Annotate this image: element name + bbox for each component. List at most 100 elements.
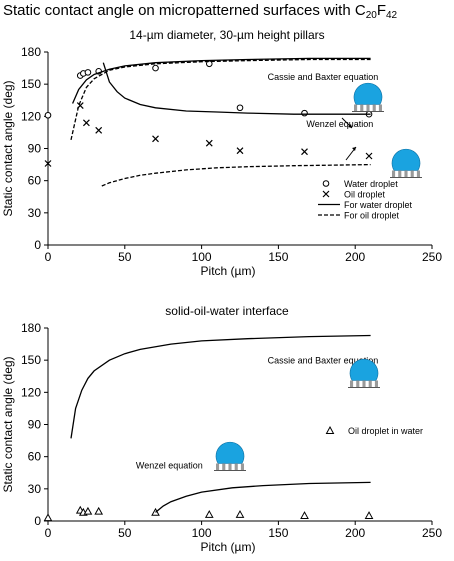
annotation-label: Cassie and Baxter equation — [268, 355, 379, 365]
pillar — [410, 170, 414, 178]
legend-marker — [322, 190, 330, 198]
chart-1-title: 14-µm diameter, 30-µm height pillars — [129, 28, 325, 42]
pillar — [416, 170, 420, 178]
x-tick-label: 100 — [192, 526, 212, 540]
pillar — [234, 463, 238, 471]
series-line-2 — [72, 57, 371, 104]
legend-marker — [325, 425, 335, 434]
pillar — [368, 380, 372, 388]
water-droplet-point — [301, 109, 308, 117]
legend-entry: Water droplet — [344, 179, 398, 189]
oil-in-water-point — [43, 513, 53, 522]
legend-entry: Oil droplet — [344, 190, 386, 200]
y-tick-label: 30 — [28, 206, 42, 220]
y-tick-label: 150 — [21, 353, 41, 367]
y-tick-label: 150 — [21, 77, 41, 91]
pillar — [240, 463, 244, 471]
x-tick-label: 50 — [118, 250, 132, 264]
chart-2: 0 50 100 150 200 250 0 30 60 90 120 150 180 Pitch (µm… — [1, 321, 442, 554]
oil-droplet-point — [152, 135, 159, 143]
y-tick-label: 90 — [28, 418, 42, 432]
pillar — [378, 104, 382, 112]
y-axis-label: Static contact angle (deg) — [1, 356, 15, 492]
oil-droplet-point — [95, 126, 103, 134]
chart-2-title: solid-oil-water interface — [165, 304, 289, 318]
pillar — [354, 104, 358, 112]
series-line-3 — [102, 62, 371, 115]
pillar — [356, 380, 360, 388]
chart-1: 0 50 100 150 200 250 0 30 60 90 120 150 180 Pitch (µm… — [1, 45, 442, 278]
water-droplet-point — [44, 111, 52, 119]
x-tick-label: 0 — [45, 526, 52, 540]
y-tick-label: 90 — [28, 142, 42, 156]
oil-droplet-point — [236, 147, 244, 155]
droplet-illustration — [214, 441, 246, 471]
x-tick-label: 150 — [268, 526, 288, 540]
legend-marker — [322, 180, 330, 187]
y-tick-label: 180 — [21, 45, 41, 59]
arrow-head — [352, 147, 356, 151]
y-tick-label: 0 — [34, 238, 41, 252]
pillar — [404, 170, 408, 178]
x-tick-label: 0 — [45, 250, 52, 264]
x-tick-label: 150 — [268, 250, 288, 264]
pillar — [362, 380, 366, 388]
water-droplet-point — [236, 104, 244, 112]
x-tick-label: 200 — [345, 250, 365, 264]
pillar — [374, 380, 378, 388]
oil-droplet-point — [205, 139, 213, 147]
legend-entry: For oil droplet — [344, 211, 400, 221]
x-tick-label: 250 — [422, 250, 442, 264]
oil-droplet-point — [301, 148, 308, 156]
y-tick-label: 120 — [21, 385, 41, 399]
oil-droplet-point — [44, 160, 52, 167]
pillar — [216, 463, 220, 471]
y-tick-label: 180 — [21, 321, 41, 335]
legend-entry: For water droplet — [344, 200, 413, 210]
pillar — [228, 463, 232, 471]
y-tick-label: 60 — [28, 174, 42, 188]
droplet-illustration — [348, 358, 380, 388]
series-line-1 — [70, 334, 371, 439]
oil-in-water-point — [83, 506, 93, 515]
oil-droplet-point — [82, 119, 90, 127]
oil-in-water-point — [364, 511, 374, 519]
x-tick-label: 200 — [345, 526, 365, 540]
x-tick-label: 250 — [422, 526, 442, 540]
y-tick-label: 60 — [28, 450, 42, 464]
oil-in-water-point — [204, 510, 214, 518]
oil-in-water-point — [235, 510, 245, 518]
annotation-label: Wenzel equation — [136, 460, 203, 470]
pillar — [392, 170, 396, 178]
pillar — [350, 380, 354, 388]
pillar — [222, 463, 226, 471]
pillar — [372, 104, 376, 112]
series-line-2 — [155, 481, 371, 513]
droplet-illustration — [352, 82, 384, 112]
series-line-4 — [70, 58, 371, 141]
y-tick-label: 120 — [21, 109, 41, 123]
droplet-icon — [349, 358, 379, 381]
oil-in-water-point — [300, 511, 309, 519]
water-droplet-point — [152, 64, 159, 72]
oil-droplet-point — [365, 152, 373, 160]
y-axis-label: Static contact angle (deg) — [1, 80, 15, 216]
series-line-5 — [101, 163, 371, 187]
x-axis-label: Pitch (µm) — [201, 540, 256, 554]
y-tick-label: 0 — [34, 514, 41, 528]
droplet-icon — [391, 148, 421, 171]
pillar — [398, 170, 402, 178]
water-droplet-point — [84, 69, 92, 76]
page-title: Static contact angle on micropatterned s… — [3, 2, 398, 21]
y-tick-label: 30 — [28, 482, 42, 496]
x-tick-label: 100 — [192, 250, 212, 264]
annotation-label: Cassie and Baxter equation — [268, 72, 379, 82]
pillar — [360, 104, 364, 112]
x-tick-label: 50 — [118, 526, 132, 540]
droplet-icon — [353, 82, 383, 105]
arrow-head — [348, 124, 352, 128]
oil-in-water-point — [94, 506, 104, 515]
legend-entry: Oil droplet in water — [348, 426, 423, 436]
annotation-label: Wenzel equation — [306, 119, 373, 129]
